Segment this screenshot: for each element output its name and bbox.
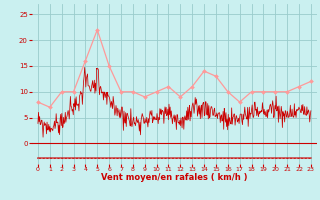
- X-axis label: Vent moyen/en rafales ( km/h ): Vent moyen/en rafales ( km/h ): [101, 173, 248, 182]
